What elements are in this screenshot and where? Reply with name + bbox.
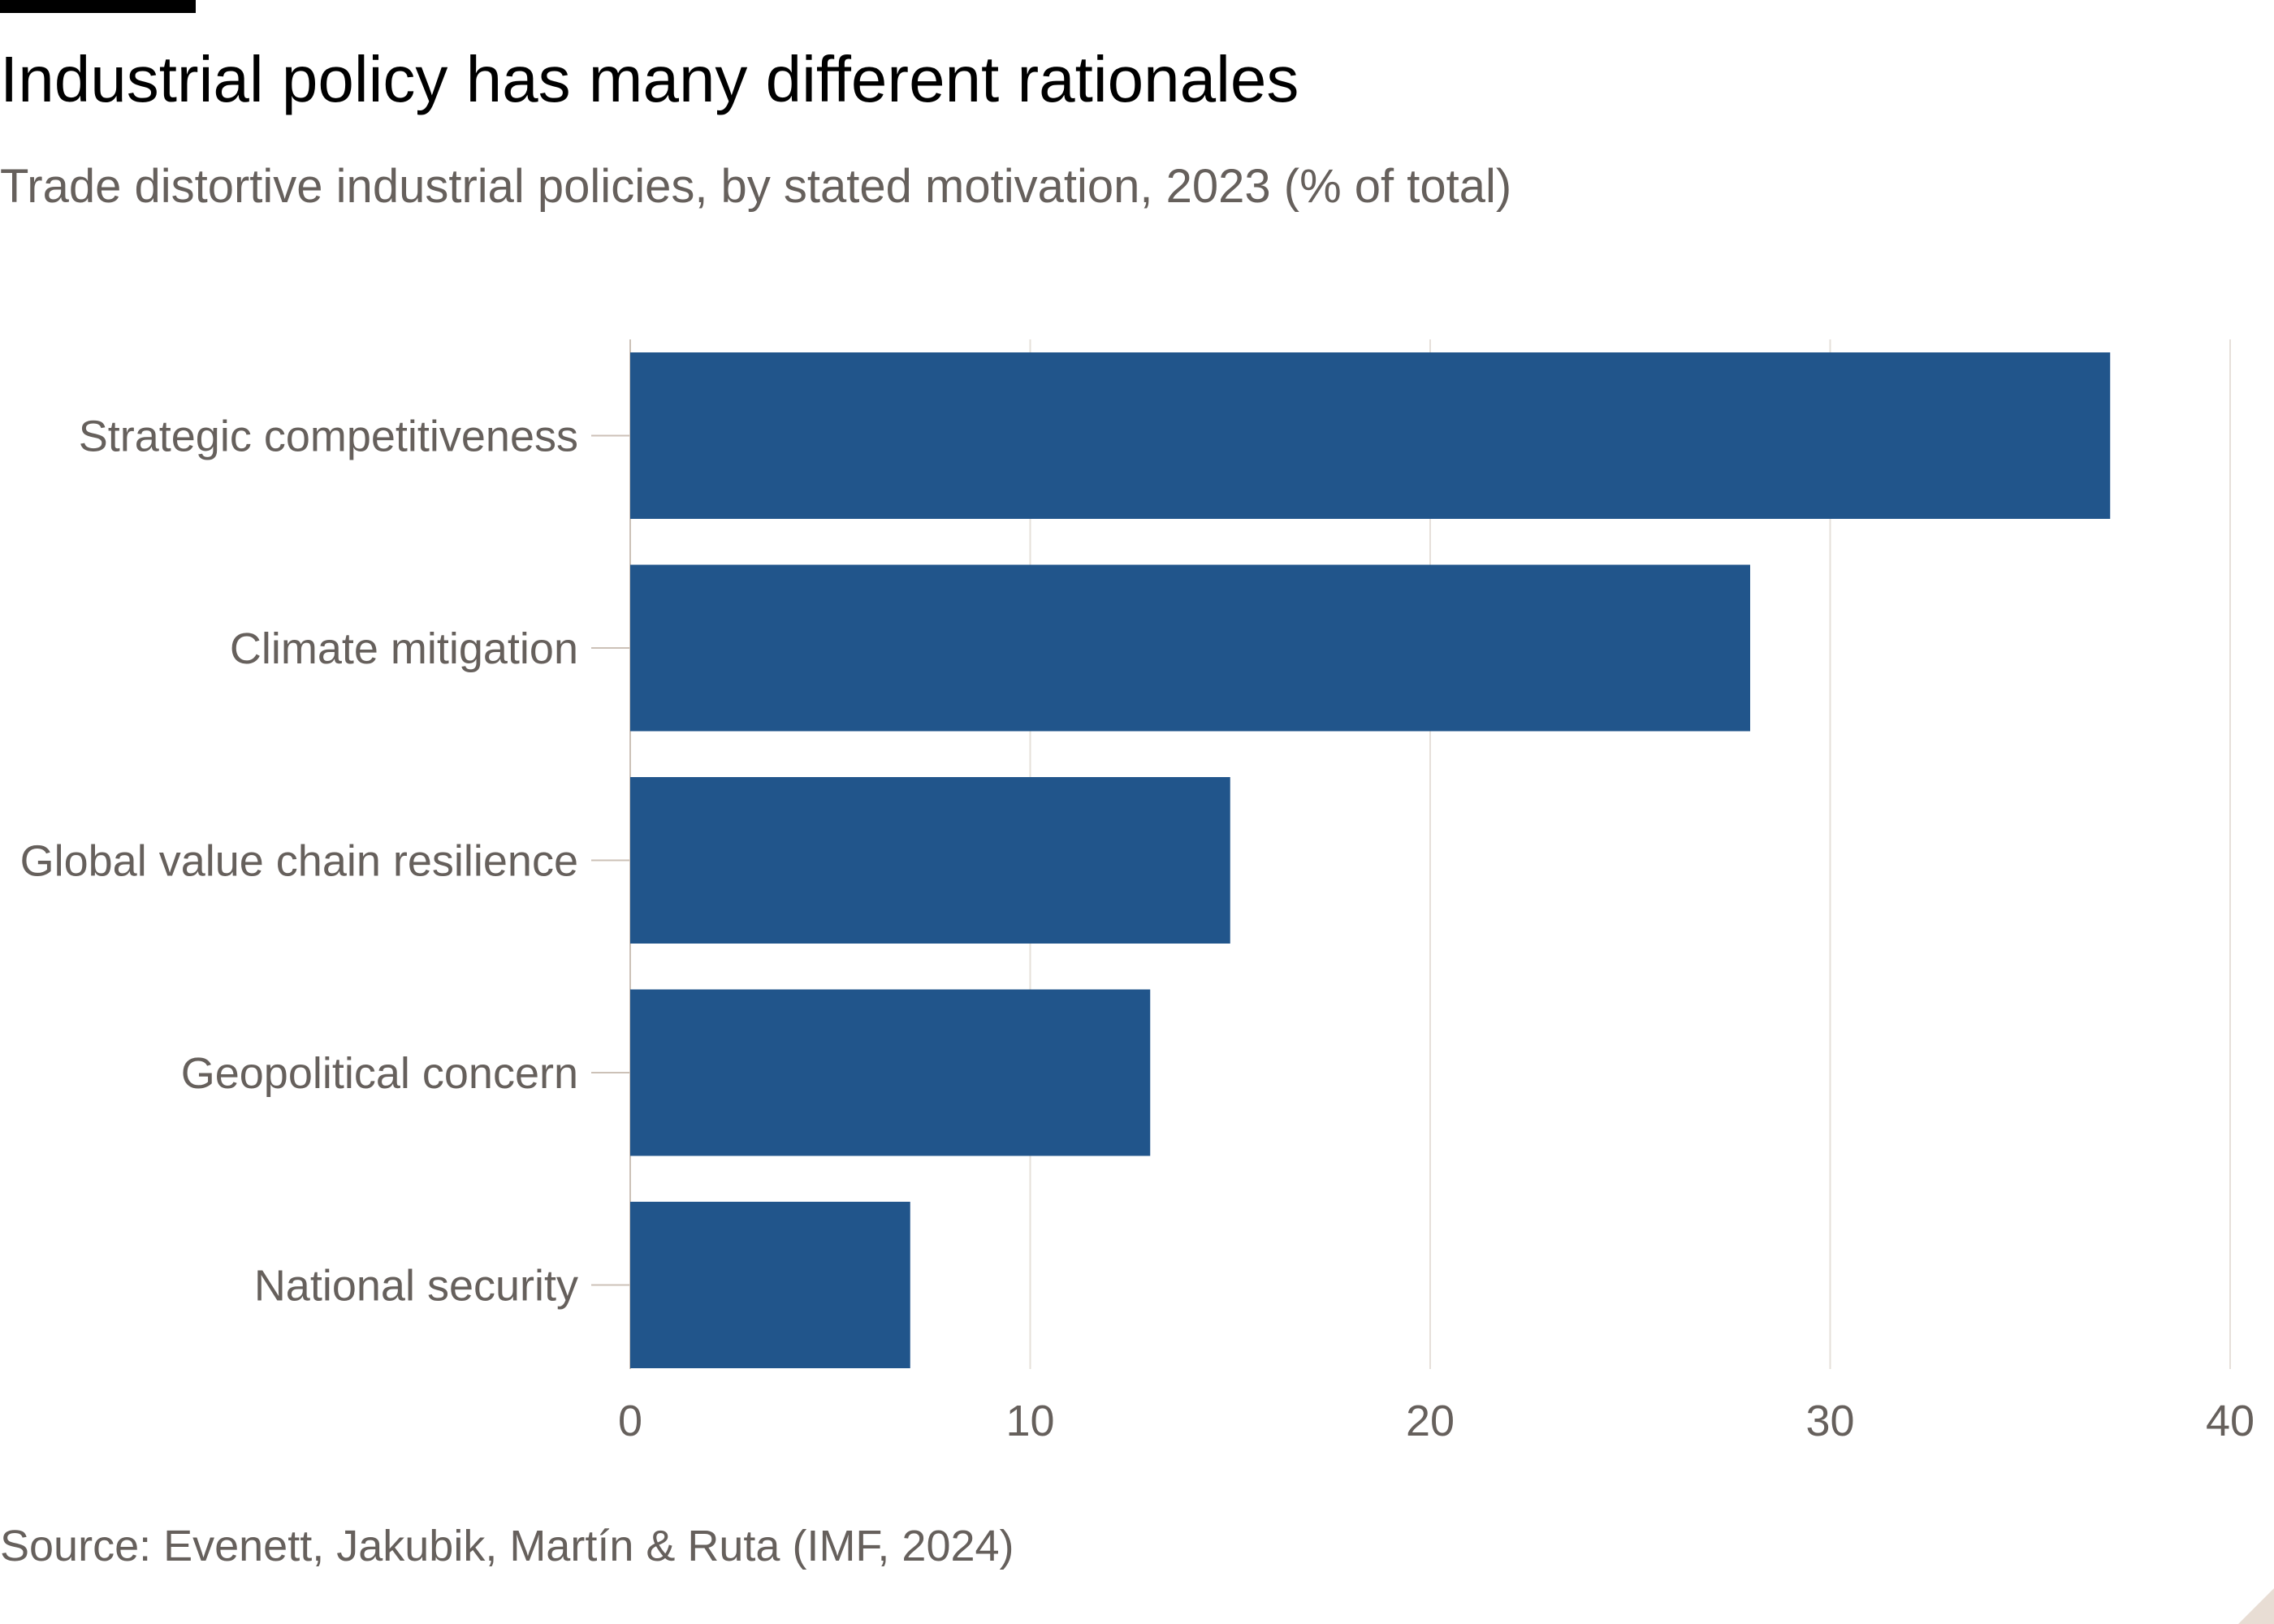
bar bbox=[630, 1202, 910, 1368]
category-axis: Strategic competitiveness Climate mitigat… bbox=[20, 412, 630, 1311]
x-tick-label: 0 bbox=[618, 1397, 642, 1445]
category-label: Global value chain resilience bbox=[20, 837, 578, 886]
category-label: Climate mitigation bbox=[230, 624, 578, 673]
header-accent-bar bbox=[0, 0, 196, 13]
bars bbox=[630, 352, 2111, 1368]
bar bbox=[630, 352, 2111, 519]
x-tick-label: 20 bbox=[1406, 1397, 1455, 1445]
bar bbox=[630, 989, 1151, 1156]
corner-fold-decoration bbox=[2238, 1588, 2274, 1624]
source-note: Source: Evenett, Jakubik, Martín & Ruta … bbox=[0, 1522, 1014, 1570]
chart-title: Industrial policy has many different rat… bbox=[0, 43, 1299, 115]
x-tick-label: 30 bbox=[1805, 1397, 1854, 1445]
category-label: Geopolitical concern bbox=[181, 1049, 578, 1098]
x-tick-label: 10 bbox=[1005, 1397, 1054, 1445]
x-tick-label: 40 bbox=[2206, 1397, 2255, 1445]
chart-subtitle: Trade distortive industrial policies, by… bbox=[0, 160, 1512, 213]
bar bbox=[630, 777, 1230, 944]
category-label: Strategic competitiveness bbox=[79, 412, 578, 461]
bar bbox=[630, 564, 1750, 732]
category-label: National security bbox=[254, 1262, 578, 1311]
value-axis: 0 10 20 30 40 bbox=[618, 1397, 2255, 1445]
